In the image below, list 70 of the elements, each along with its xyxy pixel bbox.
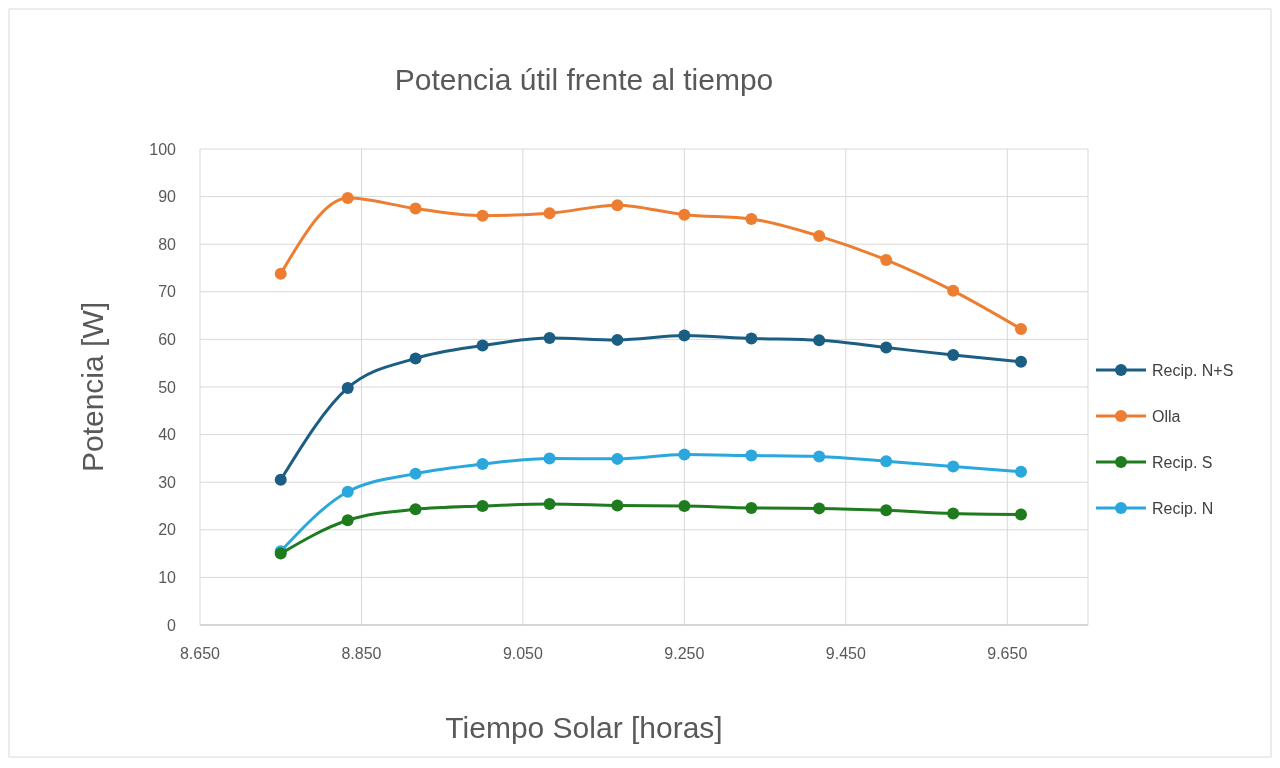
point xyxy=(678,208,691,221)
point xyxy=(611,499,624,512)
point xyxy=(476,339,489,352)
point xyxy=(678,448,691,461)
x-tick-label: 9.650 xyxy=(987,645,1028,662)
point xyxy=(813,230,826,243)
y-tick-label: 90 xyxy=(158,188,177,206)
legend-label: Recip. N+S xyxy=(1152,361,1234,379)
legend-label: Recip. S xyxy=(1152,453,1213,471)
x-tick-label: 8.650 xyxy=(179,645,221,662)
point xyxy=(947,284,960,297)
y-axis-title: Potencia [W] xyxy=(76,301,109,473)
point xyxy=(947,460,960,473)
point xyxy=(813,450,826,463)
point xyxy=(745,449,758,462)
point xyxy=(678,329,691,342)
point xyxy=(611,333,624,346)
point xyxy=(341,514,354,527)
point xyxy=(476,458,489,471)
y-tick-label: 50 xyxy=(158,378,177,396)
chart-title: Potencia útil frente al tiempo xyxy=(394,63,774,96)
point xyxy=(341,485,354,498)
y-tick-label: 30 xyxy=(158,473,177,491)
point xyxy=(476,209,489,222)
point xyxy=(1015,465,1027,478)
point xyxy=(880,455,893,468)
y-tick-label: 100 xyxy=(149,140,177,158)
legend-label: Recip. N xyxy=(1152,499,1214,517)
x-tick-label: 9.050 xyxy=(502,645,544,662)
point xyxy=(341,381,354,394)
point xyxy=(476,500,489,512)
point xyxy=(813,334,826,347)
point xyxy=(611,199,624,212)
point xyxy=(678,500,691,512)
point xyxy=(947,507,960,520)
y-tick-label: 0 xyxy=(167,616,177,634)
point xyxy=(813,502,826,515)
point xyxy=(409,503,422,516)
y-tick-label: 40 xyxy=(158,426,177,444)
point xyxy=(947,349,960,362)
point xyxy=(341,192,354,205)
point xyxy=(1015,355,1027,368)
point xyxy=(1015,322,1027,335)
point xyxy=(409,202,422,215)
point xyxy=(880,504,893,517)
point xyxy=(880,341,893,354)
x-tick-label: 9.250 xyxy=(664,645,705,662)
point xyxy=(409,467,422,480)
point xyxy=(274,267,287,280)
x-axis-title: Tiempo Solar [horas] xyxy=(445,711,723,744)
x-tick-label: 8.850 xyxy=(341,645,382,662)
point xyxy=(745,501,758,514)
x-tick-label: 9.450 xyxy=(825,645,866,662)
point xyxy=(745,212,758,225)
point xyxy=(409,352,422,365)
y-tick-label: 10 xyxy=(158,569,177,586)
legend-label: Olla xyxy=(1152,407,1181,425)
point xyxy=(274,473,287,486)
y-tick-label: 70 xyxy=(158,283,177,301)
y-tick-label: 60 xyxy=(158,331,177,348)
point xyxy=(880,253,893,266)
point xyxy=(543,452,556,465)
point xyxy=(543,498,556,511)
y-tick-label: 80 xyxy=(158,235,177,253)
point xyxy=(543,207,556,220)
point xyxy=(1015,508,1027,521)
y-tick-label: 20 xyxy=(158,521,177,539)
point xyxy=(611,452,624,465)
point xyxy=(745,332,758,345)
point xyxy=(543,331,556,344)
